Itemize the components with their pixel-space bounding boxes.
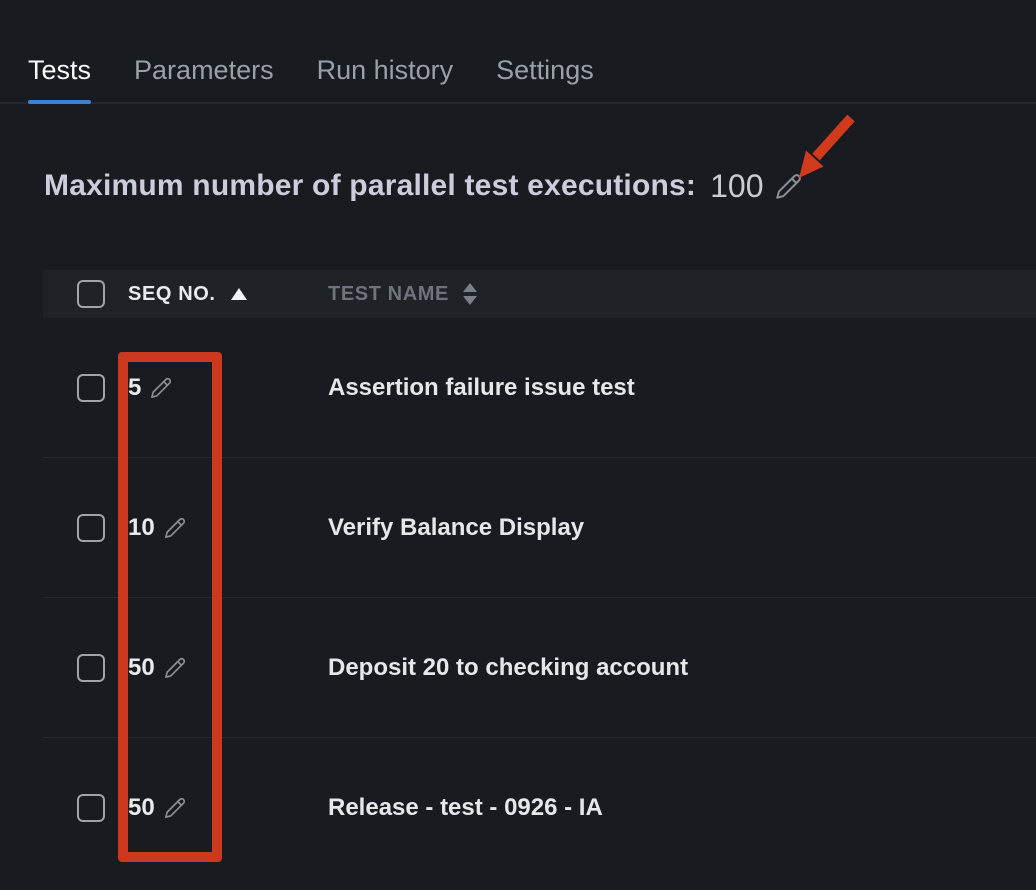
test-name-link[interactable]: Verify Balance Display: [328, 513, 585, 541]
edit-seq-no-pencil-icon[interactable]: [164, 517, 186, 539]
seq-no-header-label: SEQ NO.: [128, 282, 216, 305]
row-checkbox[interactable]: [77, 373, 105, 402]
table-row: 10 Verify Balance Display: [43, 458, 1036, 598]
row-checkbox[interactable]: [77, 653, 105, 682]
max-parallel-executions-heading: Maximum number of parallel test executio…: [44, 164, 1036, 208]
sort-ascending-icon: [230, 288, 247, 300]
select-all-checkbox[interactable]: [77, 280, 105, 308]
seq-no-value: 50: [128, 653, 155, 681]
max-parallel-executions-value: 100: [710, 167, 764, 204]
seq-no-value: 50: [128, 794, 155, 821]
edit-seq-no-pencil-icon[interactable]: [164, 657, 186, 679]
table-header-row: SEQ NO. TEST NAME: [43, 270, 1036, 318]
sort-both-icon: [462, 283, 477, 305]
table-row: 50 Release - test - 0926 - IA: [43, 738, 1036, 878]
test-name-link[interactable]: Assertion failure issue test: [328, 373, 635, 401]
test-name-link[interactable]: Release - test - 0926 - IA: [328, 794, 603, 821]
tab-tests[interactable]: Tests: [28, 54, 92, 105]
test-name-link[interactable]: Deposit 20 to checking account: [328, 653, 689, 681]
row-checkbox[interactable]: [77, 513, 105, 542]
tab-bar: Tests Parameters Run history Settings: [0, 0, 1036, 105]
edit-seq-no-pencil-icon[interactable]: [150, 377, 172, 399]
seq-no-value: 10: [128, 513, 155, 541]
row-checkbox[interactable]: [77, 794, 105, 822]
edit-max-parallel-pencil-icon[interactable]: [775, 173, 802, 200]
max-parallel-executions-label: Maximum number of parallel test executio…: [44, 169, 697, 202]
test-name-column-header[interactable]: TEST NAME: [328, 283, 1036, 306]
seq-no-column-header[interactable]: SEQ NO.: [128, 283, 328, 306]
seq-no-value: 5: [128, 373, 142, 401]
edit-seq-no-pencil-icon[interactable]: [164, 797, 186, 819]
tab-run-history[interactable]: Run history: [316, 54, 454, 85]
tests-table: SEQ NO. TEST NAME 5 Assertion failure is…: [43, 270, 1036, 878]
tab-settings[interactable]: Settings: [496, 54, 594, 85]
test-name-header-label: TEST NAME: [328, 282, 449, 305]
table-row: 5 Assertion failure issue test: [43, 318, 1036, 458]
tab-parameters[interactable]: Parameters: [134, 54, 274, 85]
table-row: 50 Deposit 20 to checking account: [43, 598, 1036, 738]
